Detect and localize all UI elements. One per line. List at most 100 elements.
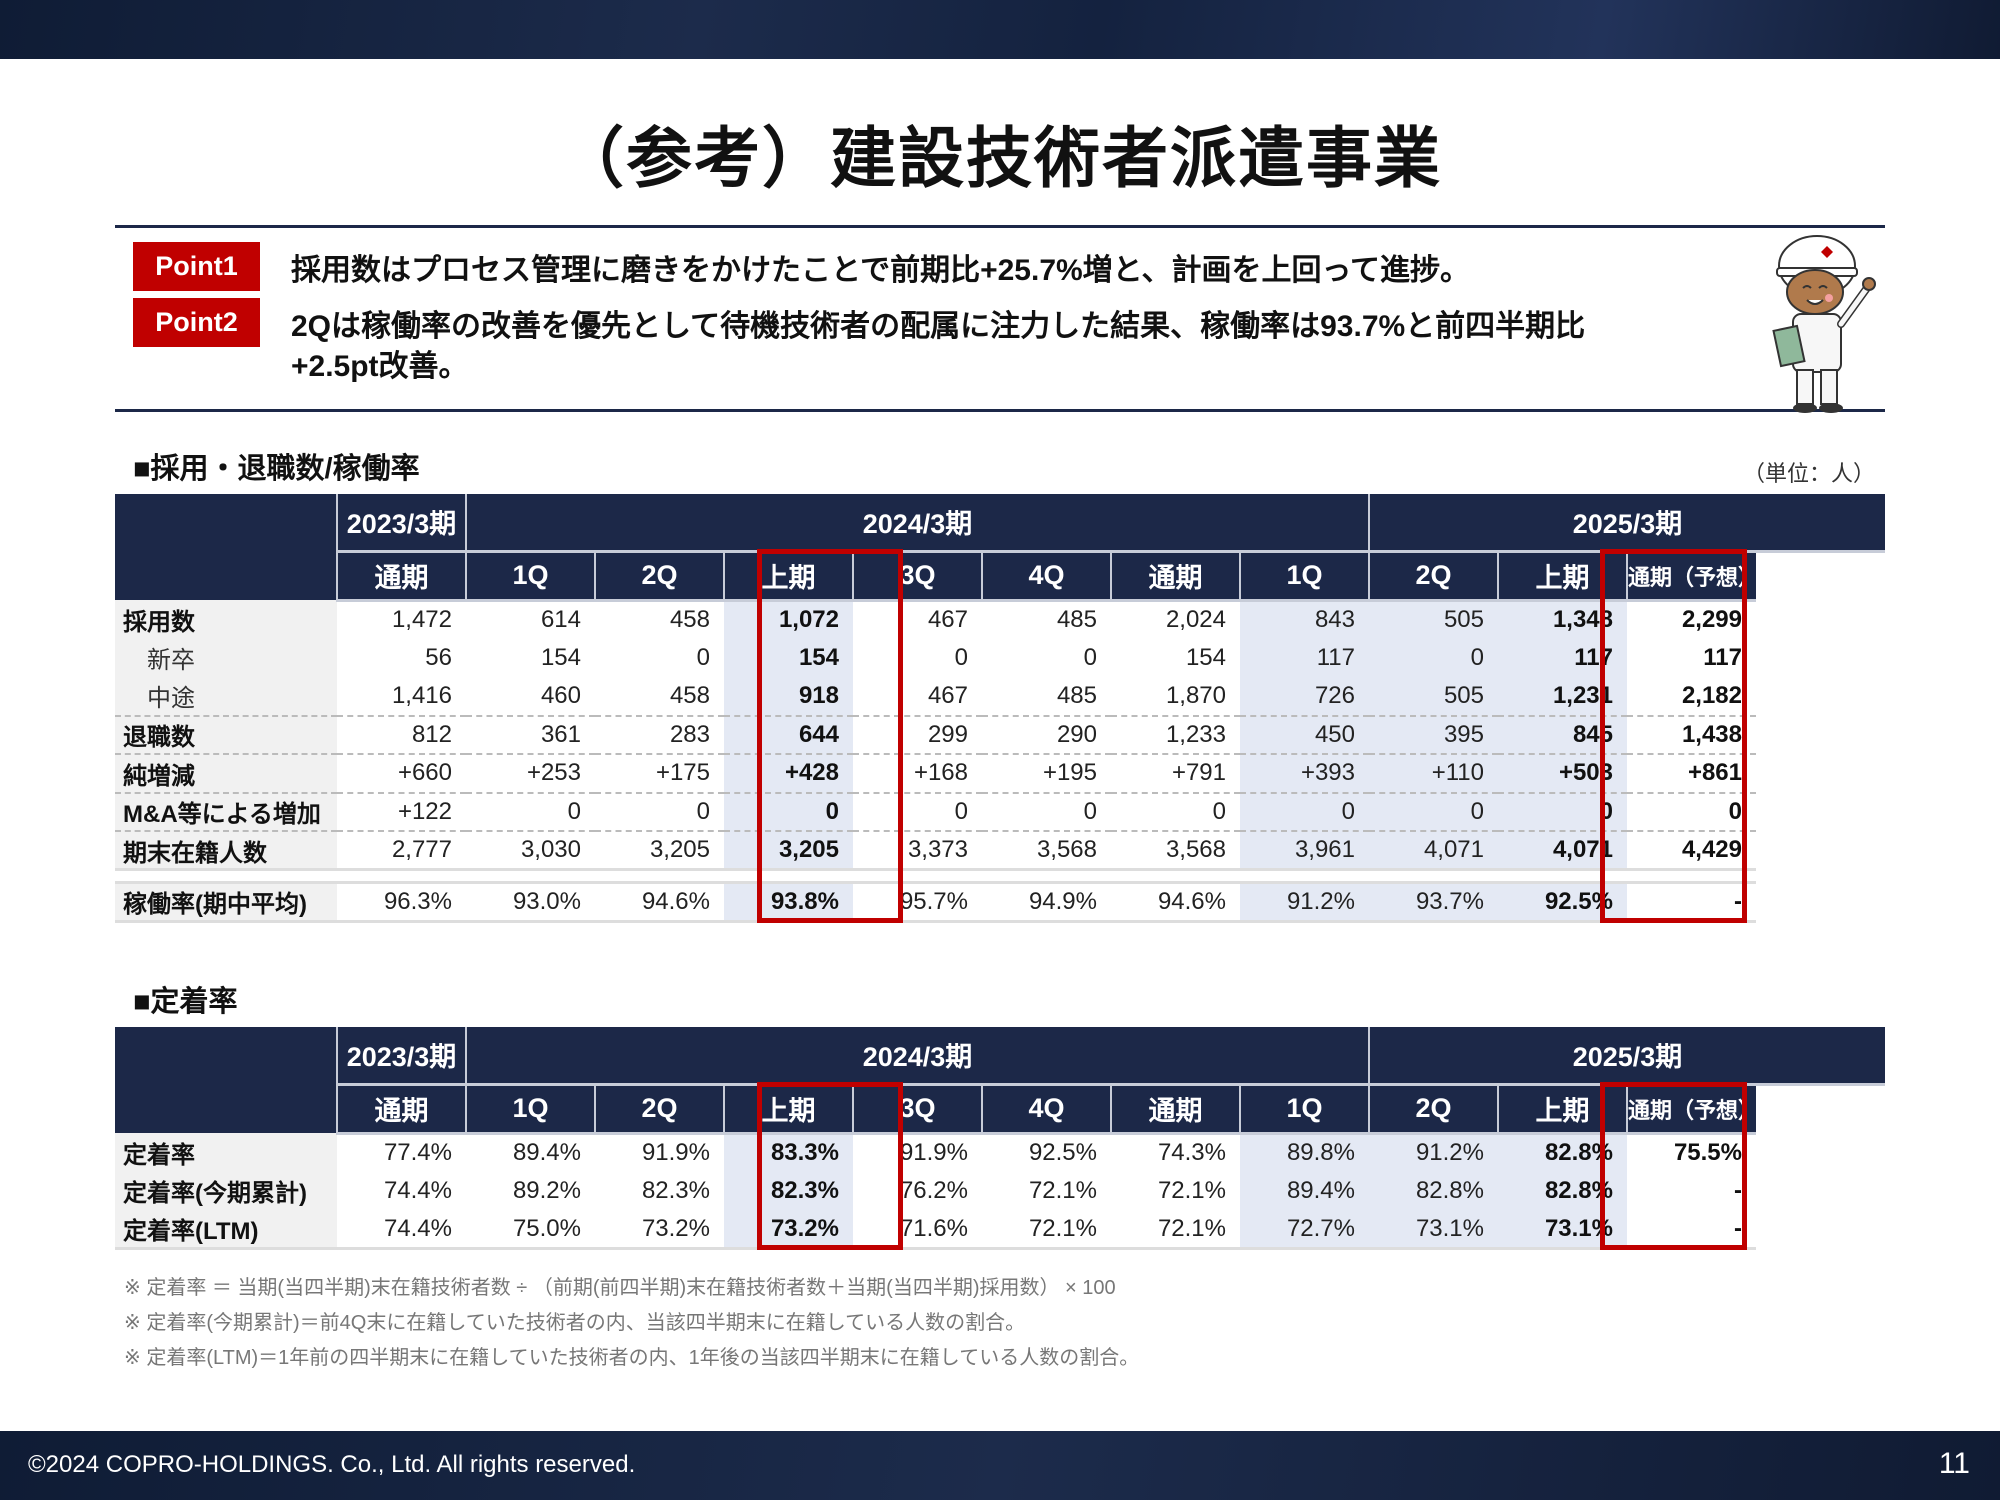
table-cell: 73.2% <box>595 1210 724 1250</box>
table-cell: 77.4% <box>383 1139 452 1166</box>
table-cell: 2,299 <box>1681 606 1742 633</box>
table-cell: 74.4% <box>337 1210 466 1250</box>
table-cell: 505 <box>1369 677 1498 716</box>
table-cell: 1,072 <box>724 600 853 639</box>
table-cell: 0 <box>595 791 724 831</box>
table-cell: 72.1% <box>982 1210 1111 1250</box>
table-cell: 94.6% <box>595 882 724 923</box>
row-label: 採用数 <box>115 600 337 639</box>
table-cell: 91.2% <box>1369 1133 1498 1172</box>
table-cell: 73.2% <box>724 1210 853 1250</box>
row-label: 中途 <box>115 677 337 716</box>
header-period: 通期 <box>1110 1084 1240 1135</box>
table-cell: 1,870 <box>1165 681 1226 709</box>
row-label: 純増減 <box>115 753 337 793</box>
header-period: 1Q <box>465 551 595 602</box>
table-cell: 467 <box>927 681 968 709</box>
table-cell: 395 <box>1369 714 1498 754</box>
row-label: 定着率(今期累計) <box>115 1171 337 1210</box>
table-cell: 82.8% <box>1498 1171 1627 1210</box>
table-cell: 458 <box>669 681 710 709</box>
table-row: M&A等による増加 +122 0 0 0 0 0 0 0 0 0 0 <box>115 791 1885 831</box>
table-cell: +393 <box>1240 753 1369 793</box>
page-number: 11 <box>1938 1447 1970 1480</box>
section-retention-heading: ■定着率 <box>133 986 238 1018</box>
table-cell: 4,071 <box>1369 830 1498 870</box>
header-corner <box>115 494 337 600</box>
section-hiring-heading: ■採用・退職数/稼働率 <box>133 453 420 485</box>
page-title: （参考）建設技術者派遣事業 <box>558 121 1442 195</box>
table-cell: 56 <box>425 643 452 671</box>
table-cell: 92.5% <box>1498 882 1627 923</box>
table-cell: 0 <box>1111 791 1240 831</box>
header-period: 4Q <box>981 1084 1111 1135</box>
header-period: 1Q <box>1239 551 1369 602</box>
row-label: 定着率(LTM) <box>115 1210 337 1250</box>
table-cell: +861 <box>1627 753 1756 793</box>
header-period: 上期 <box>723 551 853 602</box>
table-cell: 82.3% <box>724 1171 853 1210</box>
table-cell: 74.3% <box>1157 1139 1226 1166</box>
header-period: 通期 <box>1110 551 1240 602</box>
table-cell: 918 <box>724 677 853 716</box>
table-cell: 74.4% <box>383 1176 452 1204</box>
table-cell: 361 <box>466 714 595 754</box>
header-period: 上期 <box>723 1084 853 1135</box>
table-cell: +110 <box>1369 753 1498 793</box>
table-cell: 0 <box>1627 791 1756 831</box>
table-cell: 1,472 <box>391 606 452 633</box>
table-cell: 4,429 <box>1627 830 1756 870</box>
table-cell: +660 <box>337 753 466 793</box>
table-cell: 83.3% <box>724 1133 853 1172</box>
table-cell: 154 <box>724 638 853 677</box>
table-cell: 4,071 <box>1498 830 1627 870</box>
header-period: 通期 <box>336 1084 466 1135</box>
table-row: 稼働率(期中平均) 96.3% 93.0% 94.6% 93.8% 95.7% 94.9% 9… <box>115 882 1885 923</box>
header-row-years: 2023/3期 2024/3期 2025/3期 <box>115 494 1885 600</box>
retention-table: 2023/3期 2024/3期 2025/3期 通期 1Q 2Q 上期 3Q 4Q 通期 1Q 2Q 上… <box>115 1027 1885 1250</box>
divider-bottom <box>115 409 1885 412</box>
table-cell: 614 <box>540 606 581 633</box>
table-cell: 299 <box>853 714 982 754</box>
point2-text: 2Qは稼働率の改善を優先として待機技術者の配属に注力した結果、稼働率は93.7%… <box>291 310 1586 343</box>
table-cell: +791 <box>1111 753 1240 793</box>
row-label: 稼働率(期中平均) <box>115 882 337 923</box>
table-cell: 0 <box>466 791 595 831</box>
table-row: 採用数 1,472 614 458 1,072 467 485 2,024 843 505 1,34… <box>115 600 1885 639</box>
header-period: 2Q <box>594 1084 724 1135</box>
table-row: 中途 1,416 460 458 918 467 485 1,870 726 505 1,231 2,… <box>115 677 1885 716</box>
table-cell: 843 <box>1240 600 1369 639</box>
table-cell: - <box>1627 1210 1756 1250</box>
table-cell: 1,438 <box>1627 714 1756 754</box>
table-cell: 72.1% <box>1111 1210 1240 1250</box>
table-cell: 290 <box>982 714 1111 754</box>
header-year: 2023/3期 <box>336 1027 466 1086</box>
table-cell: 76.2% <box>899 1176 968 1204</box>
table-cell: 75.0% <box>466 1210 595 1250</box>
table-cell: 0 <box>1083 643 1097 671</box>
table-cell: 644 <box>724 714 853 754</box>
hiring-table: 2023/3期 2024/3期 2025/3期 通期 1Q 2Q 上期 3Q 4Q 通期 1Q 2Q 上… <box>115 494 1885 923</box>
table-cell: 71.6% <box>853 1210 982 1250</box>
table-cell: 154 <box>1185 643 1226 671</box>
table-cell: 3,030 <box>466 830 595 870</box>
table-cell: +195 <box>982 753 1111 793</box>
table-cell: 89.2% <box>512 1176 581 1204</box>
table-cell: 485 <box>1056 606 1097 633</box>
table-cell: 458 <box>669 606 710 633</box>
table-cell: 93.7% <box>1369 882 1498 923</box>
table-row: 純増減 +660 +253 +175 +428 +168 +195 +791 +393 +110 +… <box>115 753 1885 793</box>
table-row: 新卒 56 154 0 154 0 0 154 117 0 117 117 <box>115 638 1885 677</box>
header-year: 2024/3期 <box>465 1027 1369 1086</box>
table-cell: 2,777 <box>337 830 466 870</box>
point2-text-cont: +2.5pt改善。 <box>291 350 469 383</box>
unit-label: （単位：人） <box>1742 461 1875 486</box>
header-year: 2023/3期 <box>336 494 466 553</box>
table-cell: 91.9% <box>641 1139 710 1166</box>
header-period: 通期 <box>336 551 466 602</box>
table-cell: 154 <box>540 643 581 671</box>
table-cell: 1,233 <box>1111 714 1240 754</box>
table-cell: 3,568 <box>982 830 1111 870</box>
header-period: 2Q <box>1368 551 1498 602</box>
table-cell: 812 <box>337 714 466 754</box>
